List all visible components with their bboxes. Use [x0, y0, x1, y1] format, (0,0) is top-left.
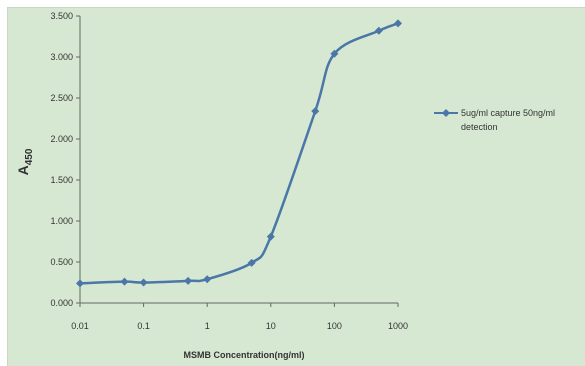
data-point — [311, 107, 320, 116]
y-tick-label: 1.000 — [50, 216, 73, 226]
x-tick-label: 1 — [205, 321, 210, 331]
data-point — [139, 278, 148, 287]
x-tick-label: 1000 — [388, 321, 408, 331]
legend-label-line-1: 5ug/ml capture 50ng/ml — [461, 108, 555, 118]
chart-background — [7, 7, 585, 366]
data-point — [266, 232, 275, 241]
y-tick-label: 2.500 — [50, 93, 73, 103]
legend-marker — [442, 109, 450, 117]
x-axis: 0.01 0.1 1 10 100 1000 — [71, 302, 408, 331]
y-tick-label: 1.500 — [50, 175, 73, 185]
x-tick-label: 100 — [327, 321, 342, 331]
y-tick-label: 0.500 — [50, 257, 73, 267]
series-layer — [76, 19, 402, 288]
legend-label-line-2: detection — [461, 122, 498, 132]
y-tick-label: 3.500 — [50, 11, 73, 21]
x-axis-title: MSMB Concentration(ng/ml) — [184, 350, 305, 360]
x-tick-label: 10 — [266, 321, 276, 331]
data-point — [374, 26, 383, 35]
x-tick-label: 0.1 — [137, 321, 150, 331]
y-axis: 0.000 0.500 1.000 1.500 2.000 2.500 3.000 3.500 — [50, 11, 81, 308]
data-point — [247, 258, 256, 267]
data-point — [184, 276, 193, 285]
y-tick-label: 0.000 — [50, 298, 73, 308]
series-line — [79, 22, 399, 285]
x-tick-label: 0.01 — [71, 321, 89, 331]
data-point — [330, 49, 339, 58]
y-tick-label: 2.000 — [50, 134, 73, 144]
data-point — [76, 279, 84, 288]
data-point — [394, 19, 402, 28]
data-point — [120, 277, 129, 286]
data-point — [203, 275, 212, 284]
y-axis-title: A450 — [15, 148, 35, 175]
legend: 5ug/ml capture 50ng/ml detection — [434, 108, 555, 132]
y-tick-label: 3.000 — [50, 52, 73, 62]
